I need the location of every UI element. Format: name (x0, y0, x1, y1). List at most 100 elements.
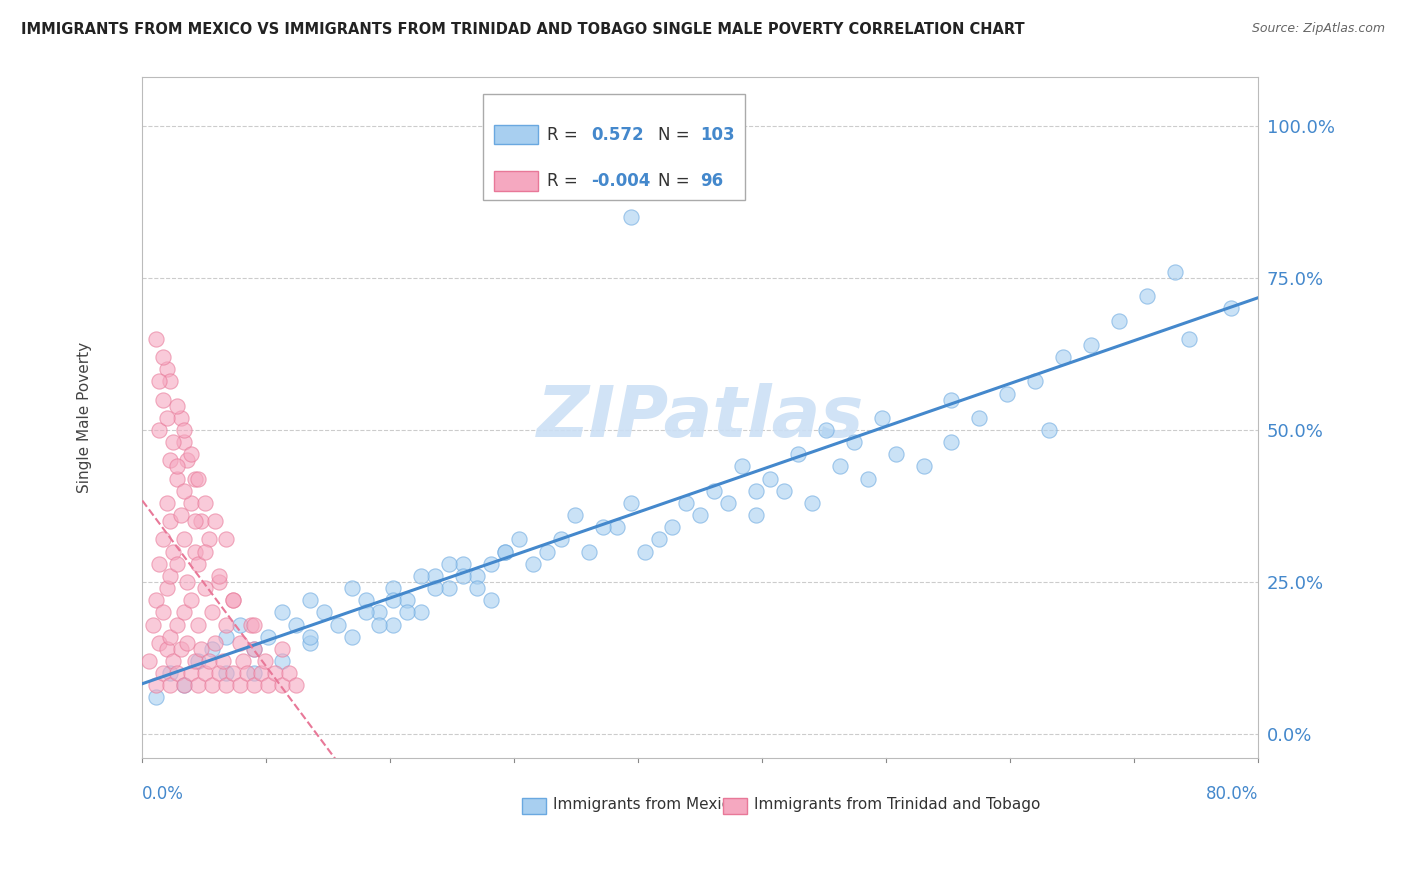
Point (814, 423, 837, 437)
Point (270, 678, 292, 692)
Point (243, 641, 266, 656)
Point (236, 666, 259, 681)
Point (354, 605, 377, 619)
Point (166, 557, 188, 571)
Point (382, 581, 405, 595)
Point (173, 423, 195, 437)
Point (222, 593, 245, 607)
Point (1108, 313, 1130, 327)
Point (229, 617, 252, 632)
Point (180, 496, 202, 510)
Point (145, 332, 167, 346)
Point (425, 569, 447, 583)
FancyBboxPatch shape (482, 95, 745, 200)
Point (243, 617, 266, 632)
Text: R =: R = (547, 126, 582, 144)
Point (284, 617, 307, 632)
Point (184, 472, 207, 486)
Point (187, 678, 209, 692)
Point (208, 666, 231, 681)
Point (508, 533, 530, 547)
Text: Source: ZipAtlas.com: Source: ZipAtlas.com (1251, 22, 1385, 36)
Point (425, 581, 447, 595)
Point (661, 520, 683, 534)
Text: 0.0%: 0.0% (142, 786, 184, 804)
Point (647, 533, 669, 547)
Point (170, 508, 193, 522)
Point (176, 453, 198, 467)
Point (166, 459, 188, 474)
Point (145, 678, 167, 692)
Point (550, 533, 572, 547)
Point (243, 641, 266, 656)
Point (215, 533, 238, 547)
Point (204, 514, 226, 528)
Point (368, 617, 391, 632)
Point (240, 617, 263, 632)
Point (703, 483, 725, 498)
Point (148, 375, 170, 389)
Point (479, 557, 502, 571)
Point (717, 496, 740, 510)
Point (411, 569, 433, 583)
Point (173, 678, 195, 692)
Point (340, 581, 363, 595)
Point (184, 654, 207, 668)
Point (204, 636, 226, 650)
Point (277, 666, 299, 681)
Point (229, 678, 252, 692)
Point (145, 593, 167, 607)
Point (298, 636, 321, 650)
Point (201, 641, 224, 656)
Point (439, 557, 461, 571)
Point (1164, 265, 1187, 279)
Point (675, 496, 697, 510)
Point (215, 617, 238, 632)
Point (298, 593, 321, 607)
Point (148, 636, 170, 650)
Point (801, 496, 824, 510)
Point (340, 630, 363, 644)
Point (194, 496, 217, 510)
Point (162, 654, 184, 668)
Point (745, 483, 768, 498)
Point (354, 593, 377, 607)
Point (152, 533, 174, 547)
Point (578, 544, 600, 558)
Point (166, 399, 188, 413)
Point (166, 617, 188, 632)
Point (257, 630, 280, 644)
Point (190, 514, 212, 528)
Point (270, 605, 292, 619)
FancyBboxPatch shape (522, 797, 547, 814)
Text: N =: N = (658, 126, 695, 144)
Point (465, 581, 488, 595)
Point (270, 641, 292, 656)
FancyBboxPatch shape (494, 171, 537, 191)
Point (884, 447, 907, 461)
Point (170, 410, 193, 425)
Point (1136, 289, 1159, 303)
Point (773, 483, 796, 498)
Text: 96: 96 (700, 172, 724, 190)
Point (173, 435, 195, 450)
Point (232, 654, 254, 668)
Point (148, 423, 170, 437)
Point (995, 386, 1018, 401)
Point (170, 641, 193, 656)
Point (152, 605, 174, 619)
Point (198, 654, 221, 668)
Point (243, 678, 266, 692)
Point (190, 641, 212, 656)
Point (201, 605, 224, 619)
Text: -0.004: -0.004 (591, 172, 651, 190)
Point (494, 544, 516, 558)
Point (173, 678, 195, 692)
Point (941, 392, 963, 407)
Point (173, 483, 195, 498)
Point (661, 168, 683, 182)
Point (138, 654, 160, 668)
Point (198, 533, 221, 547)
Point (298, 630, 321, 644)
Point (254, 654, 277, 668)
